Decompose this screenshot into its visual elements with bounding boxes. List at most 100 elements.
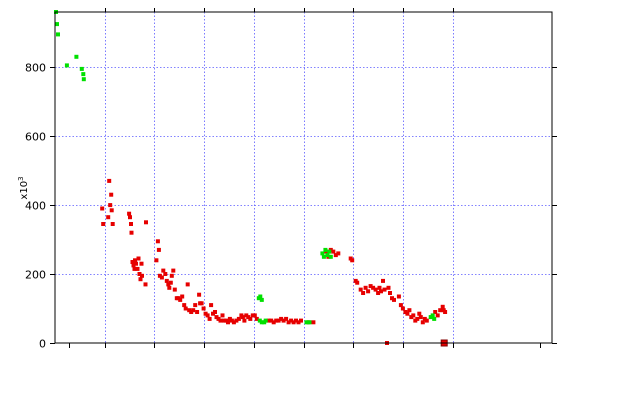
data-point-red xyxy=(398,303,403,308)
y-tick-label: 0 xyxy=(39,338,46,351)
data-point-red xyxy=(220,313,225,318)
data-point-red xyxy=(296,320,301,325)
data-point-red xyxy=(144,220,148,225)
axis-ticks xyxy=(50,8,557,348)
data-point-red xyxy=(440,304,445,309)
data-point-red xyxy=(336,251,341,256)
data-point-red xyxy=(207,316,212,321)
data-point-red xyxy=(371,285,376,290)
data-point-red xyxy=(382,287,387,292)
data-point-red xyxy=(388,291,392,295)
data-point-green xyxy=(56,32,60,37)
data-point-red xyxy=(167,285,172,290)
data-point-red xyxy=(279,316,284,321)
data-point-red xyxy=(138,277,143,282)
data-point-red xyxy=(159,275,164,280)
data-point-red xyxy=(415,316,420,321)
data-point-red xyxy=(240,315,245,320)
data-point-red xyxy=(435,313,440,318)
data-point-red xyxy=(101,222,106,226)
data-point-red xyxy=(128,215,132,220)
data-point-red xyxy=(156,247,161,252)
data-point-red xyxy=(137,272,142,276)
data-point-red xyxy=(108,203,113,208)
data-point-green xyxy=(74,54,79,59)
data-point-red xyxy=(396,294,401,299)
data-point-red xyxy=(154,258,159,263)
data-point-red xyxy=(205,313,210,318)
data-point-red xyxy=(286,320,291,325)
data-point-red xyxy=(407,308,412,313)
y-tick-label: 200 xyxy=(25,269,46,282)
data-point-red xyxy=(140,273,144,278)
data-point-red xyxy=(234,318,239,323)
data-point-red xyxy=(127,211,132,216)
data-point-green xyxy=(430,313,435,318)
data-point-red xyxy=(242,318,247,323)
data-point-red xyxy=(166,282,171,287)
data-point-red xyxy=(350,258,355,263)
grid-lines xyxy=(55,12,552,343)
data-point-red xyxy=(107,178,112,183)
y-multiplier-base: x10 xyxy=(19,181,30,200)
data-point-red xyxy=(109,208,114,213)
data-point-red xyxy=(291,320,296,325)
data-point-red xyxy=(381,278,385,283)
data-point-red xyxy=(420,320,425,325)
data-point-red xyxy=(134,261,138,266)
data-point-red xyxy=(209,303,214,308)
data-point-red xyxy=(248,316,253,321)
data-point-red xyxy=(386,285,391,290)
data-point-red xyxy=(358,287,363,292)
data-point-red xyxy=(366,289,371,294)
data-point-red xyxy=(231,320,236,325)
data-point-red xyxy=(226,320,230,325)
data-point-green xyxy=(263,318,268,323)
data-point-green xyxy=(323,247,328,252)
data-point-red xyxy=(178,297,183,302)
data-point-red xyxy=(129,222,133,226)
data-point-green xyxy=(432,316,437,321)
data-point-green xyxy=(258,294,263,299)
data-point-red xyxy=(266,318,271,323)
data-point-red xyxy=(411,313,416,318)
data-point-red xyxy=(405,311,410,316)
data-point-red xyxy=(129,230,134,235)
data-point-red xyxy=(180,294,185,299)
data-point-red xyxy=(218,318,223,323)
data-point-red xyxy=(161,268,166,273)
data-point-red xyxy=(130,260,135,264)
data-point-red xyxy=(100,206,105,211)
data-point-red xyxy=(109,192,114,197)
data-point-green xyxy=(320,251,325,256)
data-point-red xyxy=(236,316,241,321)
data-point-red xyxy=(110,222,115,226)
y-tick-labels: 0 200 400 600 800 xyxy=(25,62,46,351)
data-point-red xyxy=(195,310,200,314)
data-point-red xyxy=(213,310,217,314)
data-point-red xyxy=(132,266,137,271)
data-point-red xyxy=(133,258,137,263)
data-point-green xyxy=(307,320,312,325)
data-point-red xyxy=(377,285,382,290)
data-point-red xyxy=(163,272,168,276)
data-points xyxy=(54,10,448,347)
data-point-red xyxy=(182,303,187,308)
data-point-red xyxy=(139,261,144,266)
plot-frame xyxy=(54,11,553,344)
data-point-green xyxy=(55,22,59,27)
data-point-red xyxy=(424,318,429,323)
data-point-green xyxy=(327,249,332,254)
data-point-red xyxy=(171,268,176,273)
data-point-red xyxy=(271,320,276,325)
data-point-red xyxy=(289,318,294,323)
data-point-red xyxy=(191,308,196,313)
data-point-red xyxy=(433,310,438,314)
y-tick-label: 400 xyxy=(25,200,46,213)
data-point-red xyxy=(131,263,136,268)
data-point-red xyxy=(392,297,396,302)
data-point-red xyxy=(252,313,257,318)
data-point-red xyxy=(199,301,204,306)
y-multiplier-label: x103 xyxy=(17,176,30,199)
